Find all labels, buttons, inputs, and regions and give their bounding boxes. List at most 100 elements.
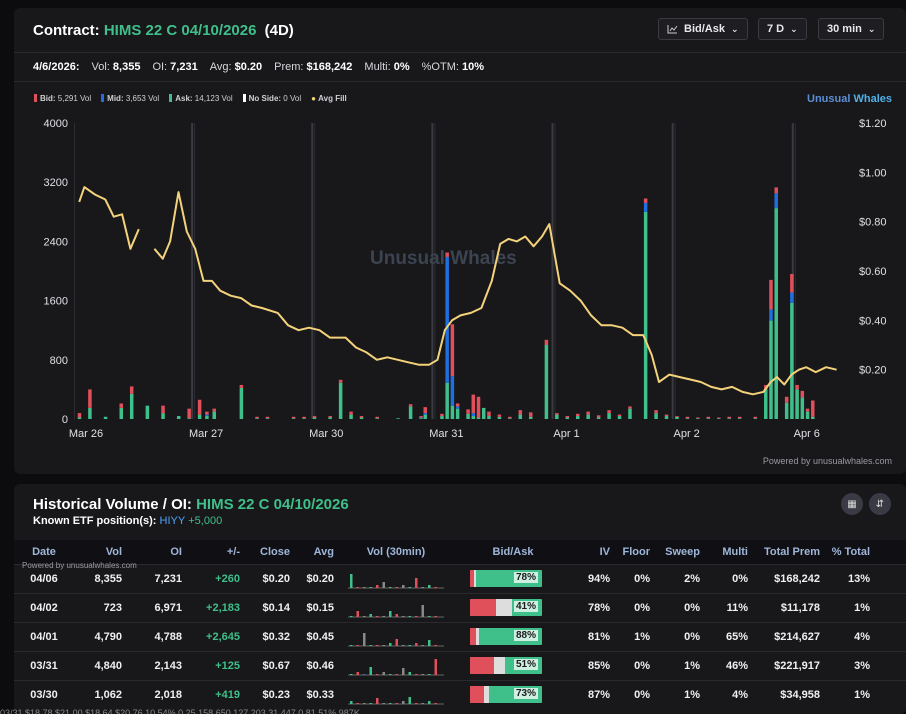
legend-bid[interactable]: Bid: 5,291 Vol <box>34 94 91 103</box>
bar-bid <box>565 416 570 418</box>
col-vol30[interactable]: Vol (30min) <box>334 540 458 564</box>
cell-vol: 1,062 <box>74 679 122 709</box>
mini-bar <box>369 666 372 675</box>
bar-ask <box>291 418 296 419</box>
cell-prem: $168,242 <box>748 563 820 593</box>
table-row[interactable]: 03/30 1,062 2,018 +419 $0.23 $0.33 73% 8… <box>14 679 906 709</box>
col-oi[interactable]: OI <box>122 540 182 564</box>
cell-vol: 4,840 <box>74 650 122 680</box>
bar-ask <box>555 414 559 419</box>
col-iv[interactable]: IV <box>568 540 610 564</box>
y-right-tick: $0.20 <box>859 365 887 377</box>
col-date[interactable]: Date <box>14 540 74 564</box>
cell-vol30 <box>334 679 458 709</box>
bar-bid <box>328 416 332 418</box>
bar-mid <box>455 406 460 409</box>
bar-ask <box>518 414 523 419</box>
mini-bar <box>434 644 437 646</box>
table-row[interactable]: 04/01 4,790 4,788 +2,645 $0.32 $0.45 88%… <box>14 621 906 651</box>
bar-ask <box>607 413 611 419</box>
bar-ask <box>455 408 460 419</box>
mini-bar <box>363 673 366 675</box>
col-sweep[interactable]: Sweep <box>650 540 700 564</box>
mode-dropdown[interactable]: Bid/Ask ⌄ <box>658 18 748 40</box>
cell-vol30 <box>334 650 458 680</box>
bar-bid <box>544 339 549 345</box>
mini-bar <box>350 573 353 588</box>
bidask-mid <box>484 686 490 704</box>
y-right-tick: $0.40 <box>859 315 887 327</box>
bidask-mid <box>495 599 513 616</box>
mini-bar <box>408 696 411 704</box>
legend-avgfill[interactable]: ● Avg Fill <box>311 94 347 103</box>
col-prem[interactable]: Total Prem <box>748 540 820 564</box>
cell-bidask: 41% <box>458 592 568 622</box>
cell-close: $0.23 <box>240 679 290 709</box>
bidask-bar: 88% <box>470 628 542 645</box>
mini-bar <box>415 702 418 704</box>
bidask-mid <box>493 657 506 674</box>
bar-bid <box>706 416 711 419</box>
mini-bar <box>363 702 366 704</box>
chart-icon <box>667 25 678 34</box>
range-dropdown[interactable]: 7 D ⌄ <box>758 18 807 40</box>
mini-bar <box>402 667 405 675</box>
filter-icon[interactable]: ▦ <box>841 493 863 515</box>
y-right-tick: $0.60 <box>859 266 887 278</box>
table-row[interactable]: 04/02 723 6,971 +2,183 $0.14 $0.15 41% 7… <box>14 592 906 622</box>
col-floor[interactable]: Floor <box>610 540 650 564</box>
y-right-tick: $0.80 <box>859 217 887 229</box>
legend-ask[interactable]: Ask: 14,123 Vol <box>169 94 233 103</box>
col-pct[interactable]: % Total <box>820 540 876 564</box>
cell-sweep: 1% <box>650 650 700 680</box>
contract-title: Contract: HIMS 22 C 04/10/2026 (4D) <box>33 22 294 39</box>
cell-vol30 <box>334 592 458 622</box>
col-close[interactable]: Close <box>240 540 290 564</box>
mini-bar <box>408 644 411 646</box>
bar-ask <box>685 418 690 419</box>
col-avg[interactable]: Avg <box>290 540 334 564</box>
col-bidask[interactable]: Bid/Ask <box>458 540 568 564</box>
bar-bid <box>239 384 244 388</box>
stat-prem: Prem: $168,242 <box>274 61 353 73</box>
mini-bar <box>389 610 392 617</box>
bar-bid <box>643 198 648 203</box>
interval-dropdown[interactable]: 30 min ⌄ <box>818 18 885 40</box>
mini-bar <box>421 604 424 617</box>
bar-ask <box>423 414 427 419</box>
table-row[interactable]: 03/31 4,840 2,143 +125 $0.67 $0.46 51% 8… <box>14 650 906 680</box>
mini-bar <box>350 644 353 646</box>
bar-ask <box>375 418 379 419</box>
cell-close: $0.14 <box>240 592 290 622</box>
cell-floor: 0% <box>610 679 650 709</box>
cell-multi: 0% <box>700 563 748 593</box>
col-vol[interactable]: Vol <box>74 540 122 564</box>
mini-bar <box>421 673 424 675</box>
bidask-bid <box>470 657 494 674</box>
bar-ask <box>675 416 679 419</box>
mini-bar <box>434 615 437 617</box>
bar-bid <box>455 403 460 407</box>
legend-noside[interactable]: No Side: 0 Vol <box>242 94 301 103</box>
powered-by-table: Powered by unusualwhales.com <box>22 561 137 570</box>
legend-mid[interactable]: Mid: 3,653 Vol <box>101 94 159 103</box>
expand-icon[interactable]: ⇵ <box>869 493 891 515</box>
mini-bar <box>382 581 385 588</box>
bar-bid <box>555 413 559 415</box>
mini-bar <box>415 577 418 588</box>
chevron-down-icon: ⌄ <box>790 23 798 34</box>
stat-date: 4/6/2026: <box>33 61 80 73</box>
mini-bar <box>350 673 353 675</box>
cell-bidask: 78% <box>458 563 568 593</box>
mini-bar <box>363 586 366 588</box>
bar-ask <box>396 418 400 419</box>
cell-close: $0.67 <box>240 650 290 680</box>
table-row[interactable]: 04/06 8,355 7,231 +260 $0.20 $0.20 78% 9… <box>14 563 906 593</box>
bidask-mid <box>474 570 477 587</box>
col-change[interactable]: +/- <box>182 540 240 564</box>
col-multi[interactable]: Multi <box>700 540 748 564</box>
bar-ask <box>77 417 82 419</box>
bar-bid <box>487 411 491 417</box>
etf-link[interactable]: HIYY <box>159 515 186 527</box>
mini-bar <box>395 702 398 704</box>
